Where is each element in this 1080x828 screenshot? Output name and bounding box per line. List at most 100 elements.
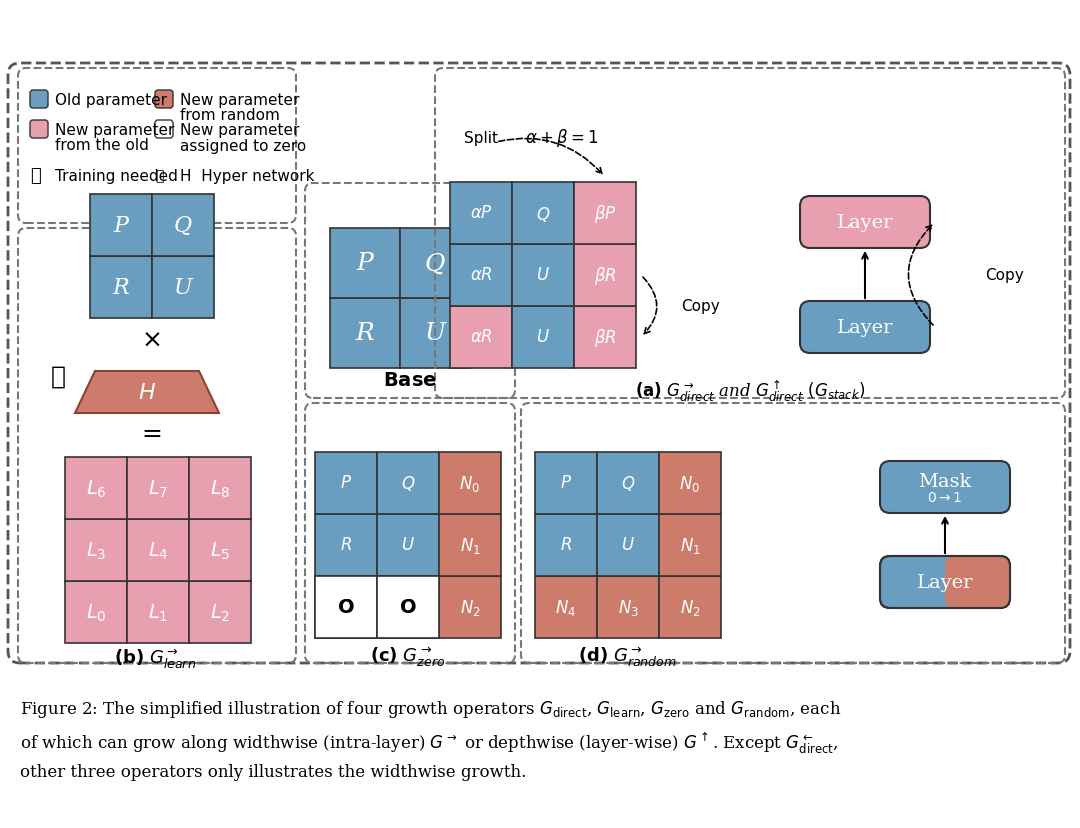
Text: $\beta P$: $\beta P$ [594,203,617,224]
Text: $U$: $U$ [621,537,635,554]
FancyBboxPatch shape [156,121,173,139]
FancyBboxPatch shape [152,257,214,319]
Text: $N_2$: $N_2$ [460,597,481,617]
FancyBboxPatch shape [535,576,597,638]
Text: P: P [113,214,129,237]
Text: $O$: $O$ [339,599,353,616]
Text: $L_0$: $L_0$ [85,602,106,623]
FancyBboxPatch shape [800,197,930,248]
Text: $\beta R$: $\beta R$ [594,265,617,286]
Text: assigned to zero: assigned to zero [180,138,307,153]
FancyBboxPatch shape [400,299,470,368]
Text: $\bf{(c)}$ $G^{\rightarrow}_{zero}$: $\bf{(c)}$ $G^{\rightarrow}_{zero}$ [370,644,446,668]
FancyBboxPatch shape [65,457,127,519]
FancyBboxPatch shape [30,121,48,139]
Text: $U$: $U$ [536,267,550,284]
FancyBboxPatch shape [597,576,659,638]
FancyBboxPatch shape [377,576,438,638]
FancyBboxPatch shape [377,514,438,576]
Text: Q: Q [424,253,445,275]
Text: Q: Q [174,214,192,237]
Text: from the old: from the old [55,138,149,153]
Text: $\bf{(b)}$ $G^{\rightarrow}_{learn}$: $\bf{(b)}$ $G^{\rightarrow}_{learn}$ [113,647,197,670]
FancyBboxPatch shape [450,245,512,306]
Text: $N_0$: $N_0$ [679,474,701,493]
Text: $H$: $H$ [138,382,157,403]
FancyBboxPatch shape [512,306,573,368]
Text: $\mathbf{O}$: $\mathbf{O}$ [400,599,417,616]
FancyBboxPatch shape [450,183,512,245]
Text: P: P [356,253,374,275]
FancyBboxPatch shape [659,514,721,576]
Text: $N_2$: $N_2$ [679,597,700,617]
FancyBboxPatch shape [597,452,659,514]
FancyBboxPatch shape [659,452,721,514]
Text: U: U [174,277,192,299]
FancyBboxPatch shape [400,229,470,299]
Text: $L_1$: $L_1$ [148,602,168,623]
Text: $\alpha R$: $\alpha R$ [470,267,492,284]
FancyBboxPatch shape [90,257,152,319]
Text: ×: × [141,329,162,353]
Text: R: R [112,277,130,299]
Text: $L_7$: $L_7$ [148,478,168,499]
FancyBboxPatch shape [597,514,659,576]
Text: $L_5$: $L_5$ [210,540,230,561]
FancyBboxPatch shape [90,195,152,257]
FancyBboxPatch shape [450,306,512,368]
FancyBboxPatch shape [189,581,251,643]
FancyBboxPatch shape [152,195,214,257]
Text: $R$: $R$ [561,537,572,554]
Text: $\bf{Base}$: $\bf{Base}$ [383,372,437,389]
Text: $N_4$: $N_4$ [555,597,577,617]
Text: $N_0$: $N_0$ [459,474,481,493]
FancyBboxPatch shape [512,183,573,245]
Text: $\alpha R$: $\alpha R$ [470,329,492,346]
Text: $Q$: $Q$ [621,474,635,493]
FancyBboxPatch shape [535,514,597,576]
Text: $R$: $R$ [340,537,352,554]
Text: $P$: $P$ [561,475,572,492]
Text: from random: from random [180,108,280,123]
FancyBboxPatch shape [438,514,501,576]
FancyBboxPatch shape [573,306,636,368]
Text: Training needed: Training needed [55,168,178,183]
Text: $\alpha + \beta = 1$: $\alpha + \beta = 1$ [525,127,598,149]
Text: =: = [141,421,162,445]
Text: $L_4$: $L_4$ [148,540,168,561]
FancyBboxPatch shape [659,576,721,638]
FancyBboxPatch shape [65,519,127,581]
Text: $\bf{(a)}$ $G^{\rightarrow}_{direct}$ and $G^{\uparrow}_{direct}$ $(G_{stack})$: $\bf{(a)}$ $G^{\rightarrow}_{direct}$ an… [635,378,865,403]
Text: $N_1$: $N_1$ [679,536,701,556]
Text: $\bf{(d)}$ $G^{\rightarrow}_{random}$: $\bf{(d)}$ $G^{\rightarrow}_{random}$ [579,644,677,668]
Text: Figure 2: The simplified illustration of four growth operators $G_\mathrm{direct: Figure 2: The simplified illustration of… [21,698,841,780]
Text: $N_3$: $N_3$ [618,597,638,617]
FancyBboxPatch shape [315,452,377,514]
FancyBboxPatch shape [573,183,636,245]
FancyBboxPatch shape [535,452,597,514]
FancyBboxPatch shape [189,457,251,519]
Text: Old parameter: Old parameter [55,93,167,108]
Text: $O$: $O$ [401,599,415,616]
FancyBboxPatch shape [315,576,377,638]
Text: $N_1$: $N_1$ [460,536,481,556]
Text: H  Hyper network: H Hyper network [180,168,314,183]
FancyBboxPatch shape [330,299,400,368]
FancyBboxPatch shape [65,581,127,643]
Text: $U$: $U$ [401,537,415,554]
Text: R: R [355,322,375,345]
Text: Split: Split [464,130,498,146]
Text: $L_2$: $L_2$ [210,602,230,623]
Text: Copy: Copy [681,299,719,314]
FancyBboxPatch shape [156,91,173,108]
Polygon shape [75,372,219,413]
FancyBboxPatch shape [30,91,48,108]
FancyBboxPatch shape [189,519,251,581]
FancyBboxPatch shape [127,519,189,581]
FancyBboxPatch shape [315,576,377,638]
Text: $\beta R$: $\beta R$ [594,326,617,349]
Text: New parameter: New parameter [55,123,174,137]
Text: Mask: Mask [918,473,972,490]
FancyBboxPatch shape [880,461,1010,513]
FancyBboxPatch shape [800,301,930,354]
